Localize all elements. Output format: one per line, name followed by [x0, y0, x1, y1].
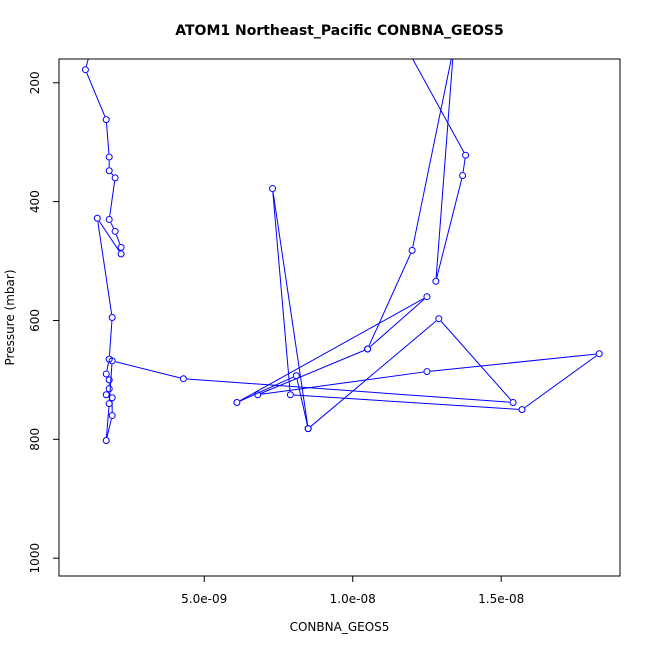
data-point: [105, 215, 113, 223]
y-tick-label: 800: [28, 428, 42, 451]
series-segment: [97, 221, 113, 315]
series-segment: [436, 178, 463, 278]
data-point: [108, 394, 116, 402]
series-segment: [106, 407, 110, 437]
data-point: [105, 376, 113, 384]
data-point: [269, 185, 277, 193]
series-segment: [115, 234, 121, 245]
x-tick-label: 1.5e-08: [478, 592, 524, 606]
data-point: [105, 385, 113, 393]
data-point: [595, 350, 603, 358]
y-tick-label: 400: [28, 190, 42, 213]
series-segment: [109, 181, 116, 216]
x-axis: 5.0e-09 1.0e-08 1.5e-08: [181, 576, 524, 606]
y-tick-label: 200: [28, 71, 42, 94]
series-segment: [296, 379, 308, 426]
data-point: [111, 174, 119, 182]
series-segment: [86, 72, 106, 117]
series-segment: [106, 418, 112, 438]
data-point: [108, 412, 116, 420]
data-point: [432, 277, 440, 285]
series-segment: [115, 361, 181, 379]
series-segment: [310, 320, 437, 427]
data-point: [423, 368, 431, 376]
series-segment: [440, 321, 512, 401]
series-segment: [293, 394, 519, 410]
series-segment: [106, 123, 110, 154]
data-point: [108, 314, 116, 321]
series-segment: [369, 298, 425, 347]
x-tick-label: 5.0e-09: [181, 592, 227, 606]
data-point: [462, 151, 470, 159]
data-point: [304, 425, 312, 433]
data-point: [105, 400, 113, 408]
series-layer: [81, 59, 603, 445]
data-point: [81, 66, 89, 74]
x-tick-label: 1.0e-08: [330, 592, 376, 606]
series-segment: [85, 59, 89, 67]
y-axis-label: Pressure (mbar): [3, 269, 17, 365]
series-segment: [98, 220, 120, 252]
y-axis: 200 400 600 800 1000: [28, 71, 59, 573]
y-tick-label: 1000: [28, 543, 42, 574]
data-point: [459, 171, 467, 179]
data-point: [105, 153, 113, 161]
series-segment: [260, 349, 365, 394]
data-point: [93, 214, 101, 222]
data-point: [364, 345, 372, 353]
data-point: [408, 246, 416, 254]
series-2: [364, 59, 470, 353]
series-segment: [524, 355, 597, 408]
series-segment: [239, 298, 425, 402]
series-segment: [368, 253, 412, 346]
data-point: [509, 398, 517, 406]
data-point: [179, 375, 187, 383]
series-segment: [239, 376, 294, 402]
series-segment: [108, 321, 113, 356]
series-segment: [186, 378, 510, 403]
data-point: [108, 357, 116, 365]
data-point: [105, 167, 113, 175]
data-point: [117, 243, 125, 251]
y-tick-label: 600: [28, 309, 42, 332]
data-point: [233, 398, 241, 406]
data-point: [102, 370, 110, 378]
chart-title: ATOM1 Northeast_Pacific CONBNA_GEOS5: [175, 23, 504, 39]
data-point: [435, 315, 443, 323]
data-point: [292, 372, 300, 380]
data-point: [102, 391, 110, 399]
plot-border: [58, 58, 621, 577]
data-point: [254, 391, 262, 399]
series-segment: [111, 173, 114, 176]
series-segment: [412, 59, 452, 247]
x-axis-label: CONBNA_GEOS5: [290, 620, 390, 634]
series-1: [81, 59, 603, 445]
data-point: [518, 406, 526, 414]
series-segment: [272, 192, 291, 392]
series-segment: [430, 353, 596, 372]
data-point: [111, 227, 119, 235]
series-segment: [261, 371, 424, 395]
data-point: [102, 116, 110, 124]
series-segment: [435, 59, 454, 278]
series-segment: [412, 59, 465, 153]
series-segment: [110, 222, 114, 229]
data-point: [286, 391, 294, 399]
data-point: [102, 437, 110, 445]
data-point: [117, 250, 125, 258]
data-point: [423, 293, 431, 301]
series-segment: [462, 158, 466, 172]
series-segment: [106, 362, 109, 371]
series-segment: [272, 192, 309, 426]
